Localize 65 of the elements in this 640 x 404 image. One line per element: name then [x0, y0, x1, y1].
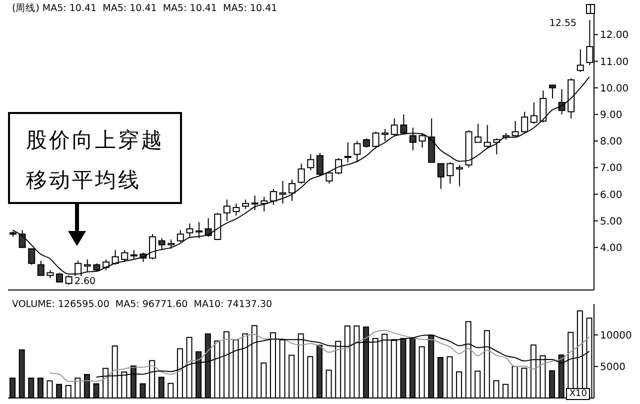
- candlestick: [279, 180, 286, 204]
- candlestick: [288, 179, 296, 202]
- annotation: X10: [566, 388, 590, 400]
- candlestick: [28, 248, 36, 266]
- y-tick-label: 10000: [600, 330, 632, 342]
- candlestick: [335, 158, 342, 175]
- candlestick: [149, 234, 156, 260]
- candlestick: [130, 250, 138, 260]
- candlestick: [307, 154, 314, 171]
- candlestick: [548, 84, 556, 99]
- candlestick: [84, 258, 91, 272]
- candlestick: [418, 132, 426, 148]
- candlestick: [196, 222, 203, 239]
- candlestick: [576, 48, 584, 72]
- candlestick: [344, 142, 352, 163]
- candlestick: [400, 114, 408, 135]
- candlestick: [437, 163, 444, 190]
- candlestick: [18, 230, 26, 248]
- y-tick-label: 8.00: [600, 136, 622, 148]
- y-tick-label: 7.00: [600, 163, 622, 174]
- candlestick: [186, 222, 194, 238]
- candlestick: [112, 250, 119, 266]
- candlestick: [316, 152, 324, 176]
- candlestick: [176, 230, 184, 243]
- y-tick-label: 5.00: [600, 216, 622, 228]
- candlestick: [37, 260, 44, 276]
- candlestick: [372, 131, 380, 148]
- candlestick: [456, 164, 463, 187]
- candlestick: [270, 188, 277, 206]
- candlestick: [409, 127, 416, 151]
- candlestick: [521, 111, 528, 134]
- candlestick: [446, 162, 454, 184]
- candlestick: [530, 102, 538, 124]
- candlestick: [242, 199, 250, 210]
- candlestick: [354, 140, 361, 163]
- y-tick-label: 9.00: [600, 110, 622, 121]
- chart-title: VOLUME: 126595.00 MA5: 96771.60 MA10: 74137.30: [12, 299, 272, 310]
- candlestick: [474, 123, 482, 143]
- candlestick: [484, 124, 491, 148]
- annotation: 股价向上穿越移动平均线: [8, 112, 182, 204]
- candlestick: [121, 250, 128, 263]
- chart-title: (周线) MA5: 10.41 MA5: 10.41 MA5: 10.41 MA5: 10.41: [12, 2, 278, 15]
- candlestick: [168, 238, 175, 250]
- candlestick: [251, 195, 258, 211]
- y-tick-label: 11.00: [600, 56, 629, 68]
- candlestick: [223, 199, 230, 222]
- line-series: [49, 330, 590, 382]
- annotation: 12.55: [549, 18, 577, 29]
- candlestick: [298, 163, 305, 184]
- candlestick: [158, 238, 166, 251]
- candlestick: [540, 90, 547, 123]
- y-tick-label: 5000: [600, 362, 626, 374]
- candlestick: [362, 138, 370, 148]
- y-tick-label: 12.00: [600, 30, 629, 42]
- y-tick-label: 10.00: [600, 83, 629, 94]
- candlestick: [382, 128, 389, 142]
- y-tick-label: 6.00: [600, 190, 622, 201]
- candlestick: [512, 120, 519, 138]
- y-tick-label: 4.00: [600, 242, 622, 254]
- annotation: 2.60: [74, 276, 96, 287]
- candlestick: [390, 118, 398, 136]
- candlestick: [326, 171, 333, 184]
- candlestick: [102, 258, 110, 271]
- candlestick: [232, 203, 240, 216]
- candlestick: [493, 138, 500, 155]
